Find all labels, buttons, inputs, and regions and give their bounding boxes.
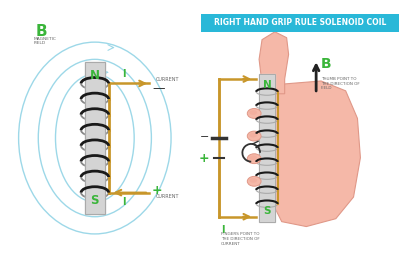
Ellipse shape bbox=[247, 109, 261, 118]
Text: N: N bbox=[90, 69, 100, 82]
Ellipse shape bbox=[249, 110, 257, 115]
Polygon shape bbox=[269, 81, 360, 227]
Ellipse shape bbox=[247, 154, 261, 164]
Text: B: B bbox=[36, 24, 47, 39]
Text: +: + bbox=[152, 184, 162, 197]
Text: +: + bbox=[198, 152, 209, 165]
Ellipse shape bbox=[247, 131, 261, 141]
Bar bbox=[85, 62, 105, 214]
Text: −: − bbox=[200, 132, 209, 142]
Text: —: — bbox=[153, 82, 165, 95]
Bar bbox=[259, 74, 275, 222]
Text: I: I bbox=[123, 197, 126, 207]
Ellipse shape bbox=[247, 176, 261, 186]
Ellipse shape bbox=[249, 155, 257, 160]
Text: I: I bbox=[221, 225, 224, 235]
Text: THUMB POINT TO
THE DIRECTION OF
FIELD: THUMB POINT TO THE DIRECTION OF FIELD bbox=[321, 77, 360, 90]
Text: B: B bbox=[321, 57, 332, 71]
Polygon shape bbox=[259, 32, 289, 94]
Text: RIGHT HAND GRIP RULE SOLENOID COIL: RIGHT HAND GRIP RULE SOLENOID COIL bbox=[214, 18, 386, 27]
Bar bbox=[259, 74, 275, 222]
Text: CURRENT: CURRENT bbox=[156, 194, 179, 199]
Ellipse shape bbox=[249, 178, 257, 183]
Bar bbox=[201, 14, 399, 32]
Text: FINGERS POINT TO
THE DIRECTION OF
CURRENT: FINGERS POINT TO THE DIRECTION OF CURREN… bbox=[221, 232, 259, 246]
Text: MAGNETIC
FIELD: MAGNETIC FIELD bbox=[34, 37, 57, 45]
Text: S: S bbox=[263, 206, 271, 216]
Text: CURRENT: CURRENT bbox=[156, 77, 179, 82]
Bar bbox=[85, 62, 105, 214]
Text: S: S bbox=[90, 194, 99, 207]
Text: I: I bbox=[123, 69, 126, 79]
Text: N: N bbox=[263, 80, 271, 90]
Ellipse shape bbox=[249, 133, 257, 137]
